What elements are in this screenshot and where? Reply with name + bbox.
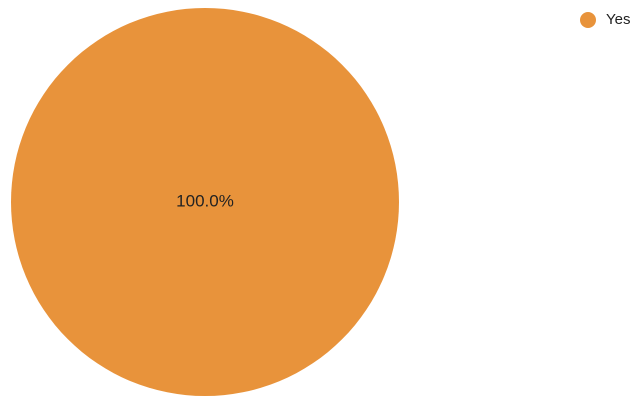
slice-label-yes: 100.0% [176,191,234,210]
legend-swatch-yes [580,11,596,28]
legend-label-yes: Yes [606,11,631,28]
pie-slice-yes [11,8,399,396]
legend: Yes [580,11,630,28]
